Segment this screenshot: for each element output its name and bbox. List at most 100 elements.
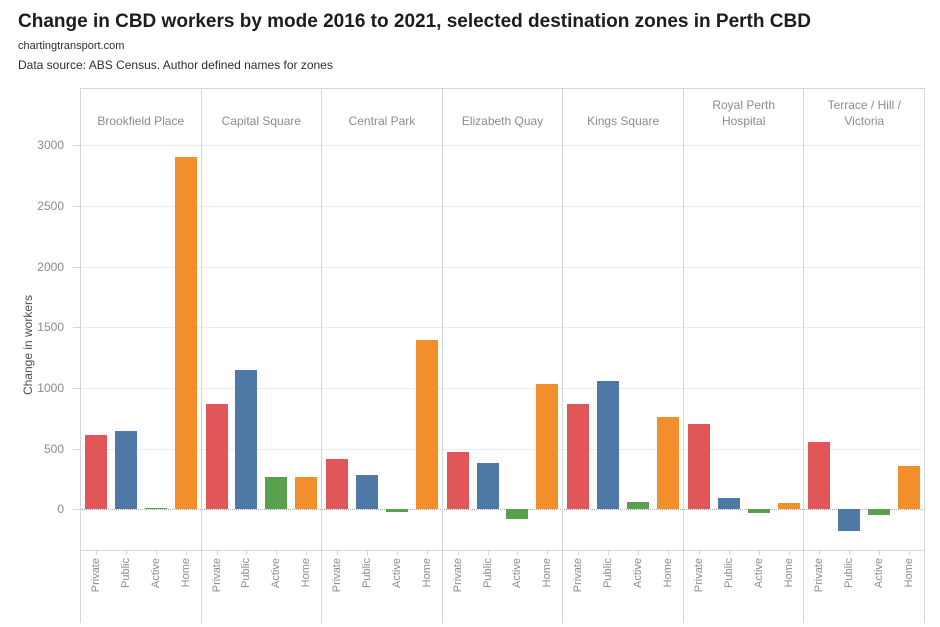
data-source-note: Data source: ABS Census. Author defined … — [18, 58, 333, 72]
x-tick-mark — [426, 551, 428, 555]
bar-active[interactable] — [747, 509, 770, 514]
x-tick-mark — [578, 551, 580, 555]
x-tick-label-active: Active — [873, 558, 886, 588]
bar-public[interactable] — [838, 509, 861, 532]
bar-active[interactable] — [265, 477, 288, 510]
x-tick-label-public: Public — [602, 558, 615, 588]
bar-private[interactable] — [446, 452, 469, 510]
bar-private[interactable] — [567, 404, 590, 510]
gridline — [81, 388, 925, 389]
facet-header-central-park: Central Park — [322, 89, 443, 136]
bar-home[interactable] — [656, 416, 679, 510]
zero-line — [81, 509, 925, 511]
x-tick-label-public: Public — [722, 558, 735, 588]
x-axis-panel: Private Public Active Home — [81, 551, 202, 623]
x-label-slot: Private — [443, 551, 473, 623]
x-label-slot: Home — [774, 551, 804, 623]
x-label-slot: Home — [412, 551, 442, 623]
bar-private[interactable] — [205, 403, 228, 510]
x-label-slot: Active — [503, 551, 533, 623]
x-tick-mark — [667, 551, 669, 555]
x-tick-label-home: Home — [541, 558, 554, 588]
x-tick-mark — [698, 551, 700, 555]
x-axis-row: Private Public Active Home Private Public Acti… — [80, 551, 926, 623]
gridline — [81, 448, 925, 450]
bar-home[interactable] — [898, 466, 921, 510]
bar-public[interactable] — [235, 369, 258, 510]
x-tick-label-private: Private — [813, 558, 826, 593]
bar-active[interactable] — [627, 501, 650, 510]
bar-private[interactable] — [84, 435, 107, 510]
x-tick-mark — [909, 551, 911, 555]
x-tick-label-home: Home — [179, 558, 192, 588]
y-tick-label: 0 — [57, 502, 64, 517]
gridline — [81, 327, 925, 329]
bar-private[interactable] — [808, 442, 831, 510]
x-tick-mark — [608, 551, 610, 555]
x-axis-panel: Private Public Active Home — [443, 551, 564, 623]
x-label-slot: Active — [382, 551, 412, 623]
x-axis-panel: Private Public Active Home — [804, 551, 926, 623]
bar-public[interactable] — [114, 430, 137, 510]
chart-title: Change in CBD workers by mode 2016 to 20… — [18, 11, 811, 32]
y-tick-label: 2000 — [37, 259, 64, 274]
y-tick-label: 3000 — [37, 138, 64, 153]
facet-header-brookfield-place: Brookfield Place — [81, 89, 202, 136]
x-tick-mark — [366, 551, 368, 555]
bar-home[interactable] — [536, 384, 559, 510]
x-label-slot: Active — [141, 551, 171, 623]
x-label-slot: Active — [864, 551, 894, 623]
x-axis-panel: Private Public Active Home — [322, 551, 443, 623]
x-tick-label-private: Private — [451, 558, 464, 593]
x-tick-mark — [216, 551, 218, 555]
bar-public[interactable] — [597, 380, 620, 510]
x-tick-label-private: Private — [89, 558, 102, 593]
facet-bar-chart: Brookfield Place Capital Square Central Pa… — [80, 88, 926, 623]
bar-public[interactable] — [476, 462, 499, 510]
bar-active[interactable] — [868, 509, 891, 515]
bar-home[interactable] — [174, 157, 197, 510]
bar-home[interactable] — [415, 340, 438, 510]
bar-active[interactable] — [506, 509, 529, 520]
facet-header-row: Brookfield Place Capital Square Central Pa… — [80, 88, 926, 136]
y-tick-mark — [73, 327, 80, 329]
x-tick-label-private: Private — [692, 558, 705, 593]
gridline — [81, 205, 925, 207]
x-label-slot: Home — [894, 551, 924, 623]
x-label-slot: Public — [352, 551, 382, 623]
x-tick-mark — [246, 551, 248, 555]
x-label-slot: Active — [261, 551, 291, 623]
bar-private[interactable] — [687, 424, 710, 510]
bar-public[interactable] — [717, 497, 740, 510]
facet-panel — [322, 136, 443, 550]
bar-public[interactable] — [355, 475, 378, 510]
y-tick-label: 1500 — [37, 320, 64, 335]
x-tick-label-active: Active — [511, 558, 524, 588]
bar-home[interactable] — [295, 476, 318, 510]
y-tick-label: 1000 — [37, 381, 64, 395]
y-tick-mark — [73, 509, 80, 511]
x-tick-mark — [728, 551, 730, 555]
y-tick-mark — [73, 388, 80, 389]
x-tick-label-private: Private — [210, 558, 223, 593]
x-tick-label-private: Private — [572, 558, 585, 593]
bar-private[interactable] — [326, 459, 349, 510]
x-tick-label-active: Active — [390, 558, 403, 588]
y-tick-mark — [73, 145, 80, 147]
x-tick-mark — [457, 551, 459, 555]
facet-panel — [202, 136, 323, 550]
x-tick-label-active: Active — [632, 558, 645, 588]
x-tick-mark — [396, 551, 398, 555]
gridline — [81, 266, 925, 268]
bar-active[interactable] — [385, 509, 408, 513]
bar-active[interactable] — [144, 508, 167, 510]
x-tick-mark — [487, 551, 489, 555]
bar-home[interactable] — [777, 503, 800, 510]
x-label-slot: Private — [322, 551, 352, 623]
gridline — [81, 145, 925, 147]
x-axis-panel: Private Public Active Home — [563, 551, 684, 623]
x-tick-mark — [125, 551, 127, 555]
facet-panel — [563, 136, 684, 550]
x-tick-label-home: Home — [782, 558, 795, 588]
x-tick-mark — [337, 551, 339, 555]
